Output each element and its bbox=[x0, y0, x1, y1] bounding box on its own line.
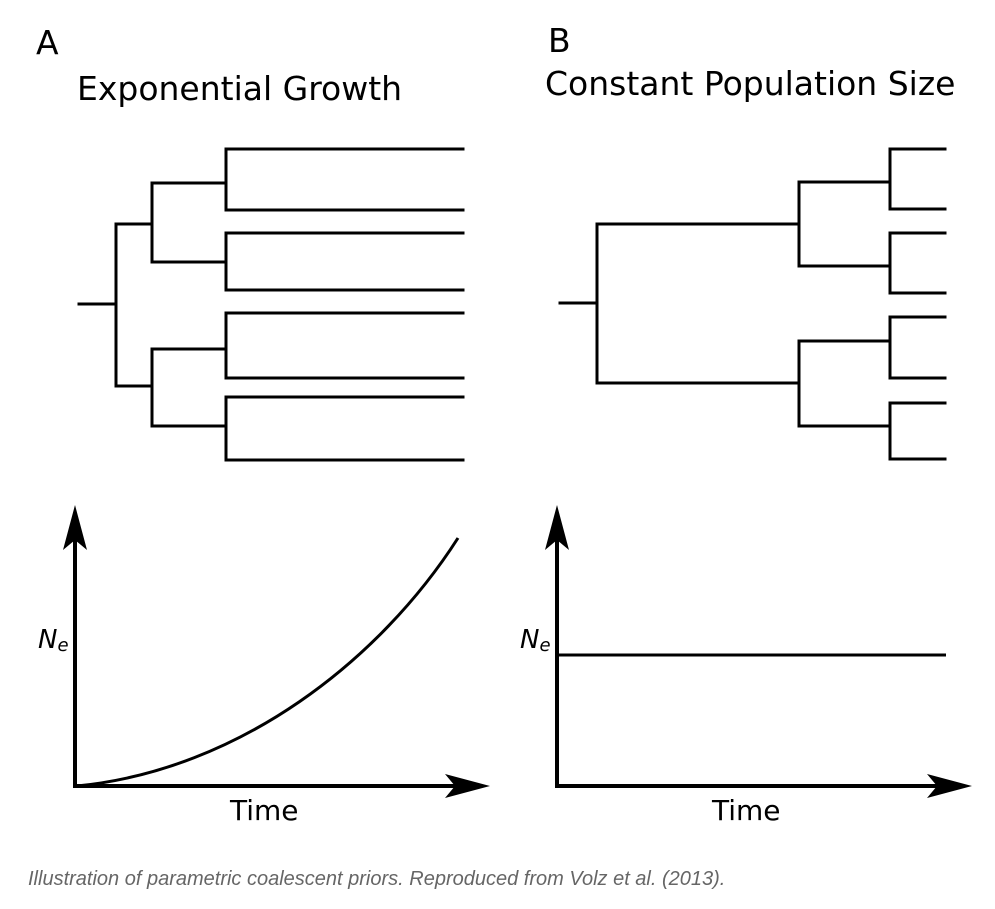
panel-a-cherry-4 bbox=[224, 395, 465, 462]
figure-caption: Illustration of parametric coalescent pr… bbox=[28, 868, 726, 890]
panel-a-cherry-3 bbox=[224, 311, 465, 380]
panel-a-upper-clade bbox=[114, 181, 228, 264]
panel-a-letter: A bbox=[36, 23, 59, 62]
panel-b-lower-clade bbox=[595, 339, 892, 428]
panel-b-x-label: Time bbox=[711, 794, 781, 827]
panel-b-title: Constant Population Size bbox=[545, 64, 955, 103]
panel-b-cherry-2 bbox=[888, 231, 947, 295]
panel-b-x-arrowhead bbox=[927, 774, 972, 798]
panel-a-cherry-1 bbox=[224, 147, 465, 212]
panel-a: A Exponential Growth Ne Time bbox=[36, 23, 490, 827]
panel-a-x-arrowhead bbox=[445, 774, 490, 798]
panel-b-plot: Ne Time bbox=[520, 505, 972, 827]
panel-b-cherry-3 bbox=[888, 315, 947, 380]
panel-a-exponential-curve bbox=[76, 537, 460, 788]
panel-a-title: Exponential Growth bbox=[77, 69, 402, 108]
panel-b-y-arrowhead bbox=[545, 505, 569, 550]
panel-a-plot: Ne Time bbox=[38, 505, 490, 827]
panel-a-lower-clade bbox=[114, 347, 228, 428]
panel-a-tree bbox=[77, 147, 465, 462]
panel-b-tree bbox=[558, 147, 947, 461]
panel-b-upper-clade bbox=[595, 180, 892, 268]
panel-b-cherry-4 bbox=[888, 401, 947, 461]
panel-b-cherry-1 bbox=[888, 147, 947, 211]
panel-b: B Constant Population Size Ne Time bbox=[520, 21, 972, 827]
panel-a-ne-label: Ne bbox=[38, 625, 69, 656]
panel-a-y-arrowhead bbox=[63, 505, 87, 550]
panel-b-letter: B bbox=[548, 21, 571, 60]
panel-a-x-label: Time bbox=[229, 794, 299, 827]
panel-a-cherry-2 bbox=[224, 231, 465, 292]
panel-b-ne-label: Ne bbox=[520, 625, 551, 656]
